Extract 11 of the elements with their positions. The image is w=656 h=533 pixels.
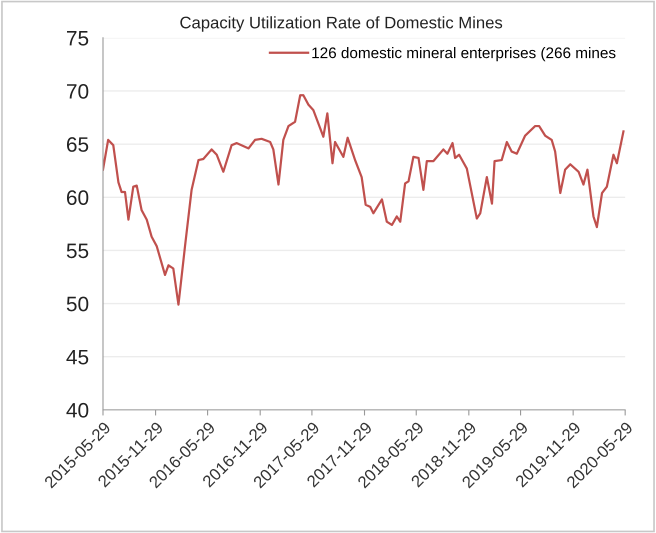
chart-title: Capacity Utilization Rate of Domestic Mines <box>180 16 502 32</box>
y-tick-label: 75 <box>67 31 88 46</box>
y-tick-label: 55 <box>66 244 88 258</box>
y-tick-label: 70 <box>67 84 88 99</box>
line-series <box>102 94 625 306</box>
y-tick-label: 40 <box>66 402 88 418</box>
y-tick-label: 45 <box>66 350 88 364</box>
y-tick-label: 50 <box>66 296 88 312</box>
y-tick-label: 60 <box>66 190 88 206</box>
legend-label: 126 domestic mineral enterprises (266 mines <box>312 47 616 62</box>
y-tick-label: 65 <box>66 137 88 152</box>
